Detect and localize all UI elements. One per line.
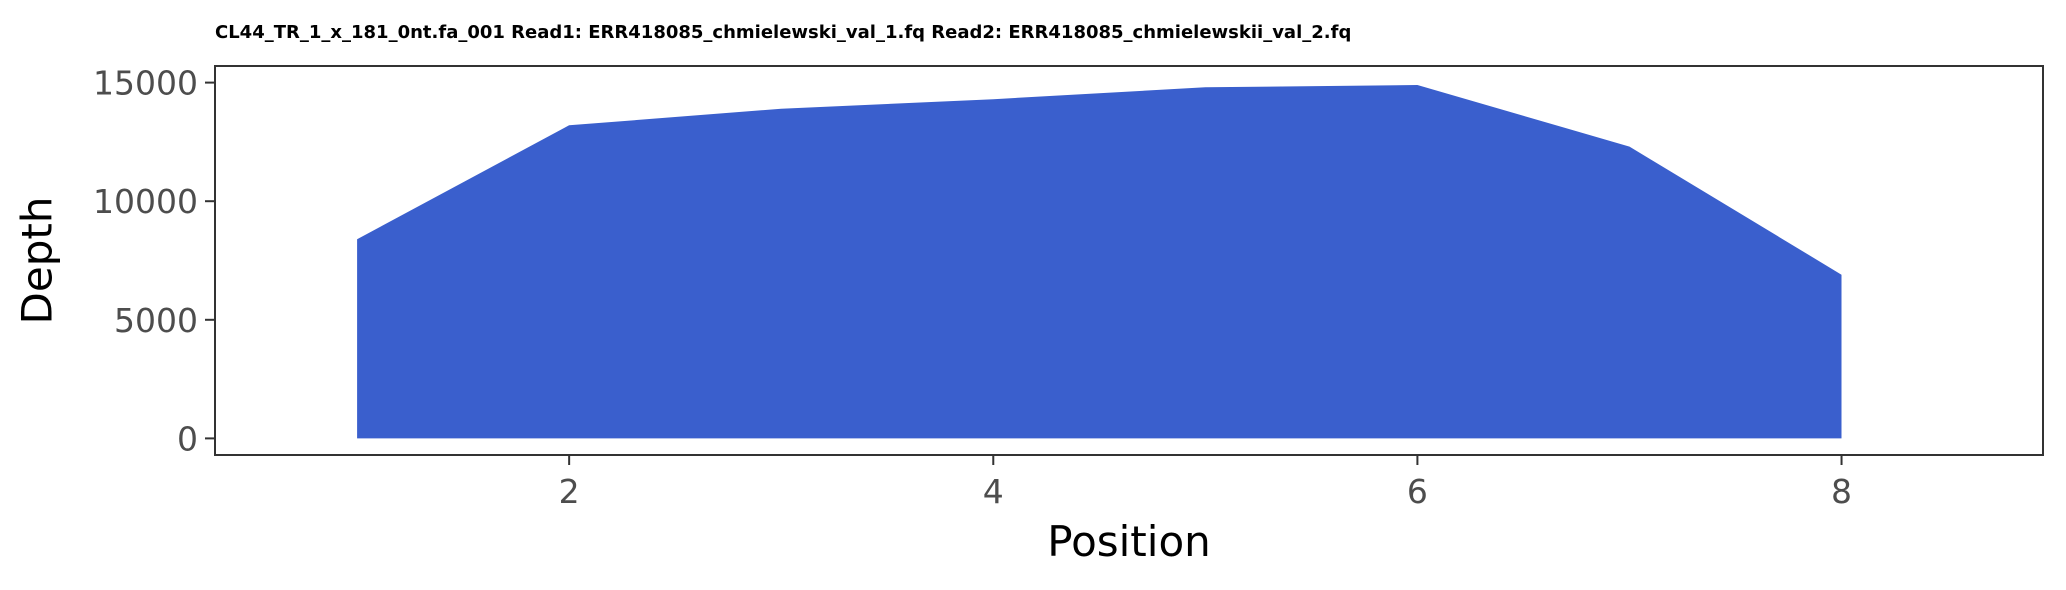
plot-area xyxy=(357,85,1842,439)
y-tick-label: 5000 xyxy=(114,301,198,340)
x-tick-label: 4 xyxy=(983,472,1004,511)
y-tick-label: 10000 xyxy=(93,182,198,221)
chart-title: CL44_TR_1_x_181_0nt.fa_001 Read1: ERR418… xyxy=(215,22,1351,43)
x-tick-label: 8 xyxy=(1831,472,1852,511)
y-axis: 0 5000 10000 15000 xyxy=(93,64,215,458)
plot-panel-border xyxy=(214,65,2044,456)
depth-area-series xyxy=(357,85,1842,439)
x-axis-title: Position xyxy=(1047,517,1211,566)
x-tick-label: 6 xyxy=(1407,472,1428,511)
x-axis: 2 4 6 8 xyxy=(559,455,1852,511)
y-tick-label: 15000 xyxy=(93,64,198,103)
y-axis-title: Depth xyxy=(13,197,62,325)
y-tick-label: 0 xyxy=(177,419,198,458)
x-tick-label: 2 xyxy=(559,472,580,511)
